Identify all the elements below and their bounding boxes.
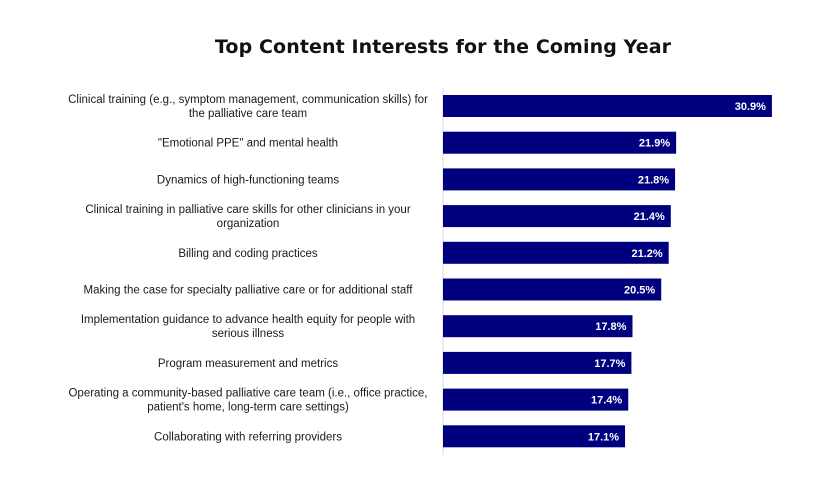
value-label-3: 21.8% [638,174,669,186]
category-label-9: Operating a community-based palliative c… [68,388,427,414]
bar-7 [443,315,633,338]
chart-title: Top Content Interests for the Coming Yea… [214,36,672,58]
category-label-line: Making the case for specialty palliative… [84,285,414,297]
category-label-1: Clinical training (e.g., symptom managem… [68,94,428,120]
category-label-4: Clinical training in palliative care ski… [85,204,411,230]
bar-3 [443,168,676,191]
category-label-line: Clinical training (e.g., symptom managem… [68,94,428,106]
category-label-line: serious illness [212,328,284,340]
value-label-7: 17.8% [595,321,626,333]
category-labels-group: Clinical training (e.g., symptom managem… [68,94,428,443]
bar-5 [443,241,669,264]
category-label-10: Collaborating with referring providers [154,431,342,443]
category-label-line: the palliative care team [189,108,307,120]
category-label-line: "Emotional PPE" and mental health [158,138,338,150]
category-label-line: organization [217,218,280,230]
value-labels-group: 30.9% 21.9% 21.8% 21.4% 21.2% 20.5% 17.8% 17.7%… [588,101,766,443]
category-label-line: Operating a community-based palliative c… [68,388,427,400]
category-label-3: Dynamics of high-functioning teams [157,174,339,186]
category-label-line: patient's home, long-term care settings) [147,402,349,414]
category-label-line: Dynamics of high-functioning teams [157,174,339,186]
value-label-1: 30.9% [735,101,766,113]
bar-10 [443,425,626,448]
category-label-5: Billing and coding practices [178,248,318,260]
category-label-2: "Emotional PPE" and mental health [158,138,338,150]
bar-2 [443,131,677,154]
category-label-8: Program measurement and metrics [158,358,338,370]
category-label-line: Collaborating with referring providers [154,431,342,443]
value-label-5: 21.2% [631,248,662,260]
bar-4 [443,205,671,228]
category-label-7: Implementation guidance to advance healt… [81,314,415,340]
category-label-line: Billing and coding practices [178,248,318,260]
value-label-4: 21.4% [634,211,665,223]
category-label-6: Making the case for specialty palliative… [84,285,414,297]
bars-group [443,95,772,448]
bar-1 [443,95,772,117]
category-label-line: Implementation guidance to advance healt… [81,314,415,326]
category-label-line: Program measurement and metrics [158,358,338,370]
bar-8 [443,351,632,374]
value-label-6: 20.5% [624,285,655,297]
bar-6 [443,278,662,301]
value-label-10: 17.1% [588,431,619,443]
category-label-line: Clinical training in palliative care ski… [85,204,411,216]
value-label-9: 17.4% [591,395,622,407]
bar-9 [443,388,629,411]
value-label-2: 21.9% [639,138,670,150]
value-label-8: 17.7% [594,358,625,370]
